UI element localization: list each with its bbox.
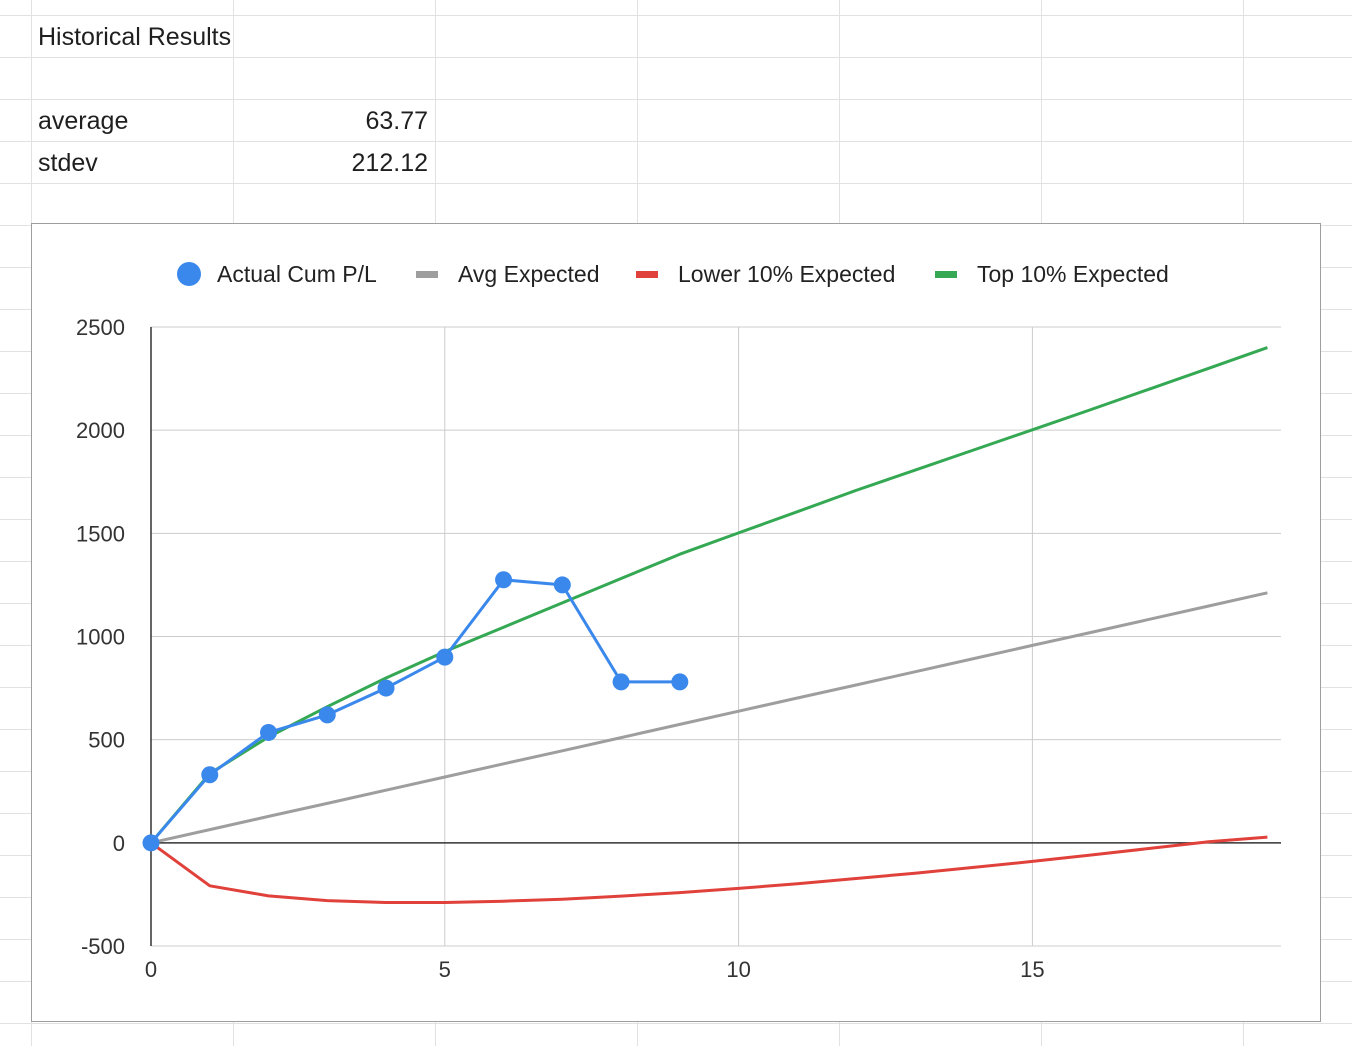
stat-label-stdev[interactable]: stdev (38, 149, 98, 177)
actual-data-point[interactable] (553, 576, 571, 594)
actual-data-point[interactable] (495, 571, 513, 589)
x-tick-label: 10 (726, 957, 750, 982)
actual-data-point[interactable] (318, 706, 336, 724)
series-line-avg-expected[interactable] (150, 591, 1268, 845)
y-tick-label: 1500 (76, 521, 125, 546)
legend-marker-avg (416, 270, 438, 278)
series-line-lower-10-expected[interactable] (150, 835, 1268, 904)
legend-label-lower: Lower 10% Expected (678, 260, 896, 287)
stat-label-average[interactable]: average (38, 107, 129, 135)
legend-item-top[interactable]: Top 10% Expected (935, 252, 1169, 296)
x-tick-label: 5 (439, 957, 451, 982)
x-tick-label: 15 (1020, 957, 1044, 982)
y-tick-label: 500 (88, 728, 125, 753)
sheet-title-cell[interactable]: Historical Results (38, 23, 232, 51)
actual-data-point[interactable] (436, 648, 454, 666)
stat-value-stdev[interactable]: 212.12 (351, 149, 428, 177)
actual-data-point[interactable] (377, 679, 395, 697)
series-line-top-10-expected[interactable] (149, 346, 1268, 844)
x-tick-label: 0 (145, 957, 157, 982)
y-tick-label: 2000 (76, 418, 125, 443)
legend-marker-top (935, 270, 957, 278)
y-tick-label: 2500 (76, 315, 125, 340)
legend-item-actual[interactable]: Actual Cum P/L (177, 252, 377, 296)
legend-label-avg: Avg Expected (458, 260, 600, 287)
stat-value-average[interactable]: 63.77 (365, 107, 428, 135)
series-line-actual-cum-p-l[interactable] (149, 578, 680, 844)
y-tick-label: 1000 (76, 625, 125, 650)
y-tick-label: -500 (81, 934, 125, 959)
actual-data-point[interactable] (201, 766, 219, 784)
actual-data-point[interactable] (260, 723, 278, 741)
actual-data-point[interactable] (612, 673, 630, 691)
legend-item-avg[interactable]: Avg Expected (416, 252, 600, 296)
y-tick-label: 0 (113, 831, 125, 856)
legend-item-lower[interactable]: Lower 10% Expected (636, 252, 895, 296)
legend-label-actual: Actual Cum P/L (217, 260, 377, 287)
legend-marker-actual (177, 262, 201, 286)
legend-marker-lower (636, 270, 658, 278)
legend-label-top: Top 10% Expected (977, 260, 1169, 287)
actual-data-point[interactable] (142, 834, 160, 852)
actual-data-point[interactable] (671, 673, 689, 691)
embedded-chart[interactable] (31, 223, 1321, 1022)
